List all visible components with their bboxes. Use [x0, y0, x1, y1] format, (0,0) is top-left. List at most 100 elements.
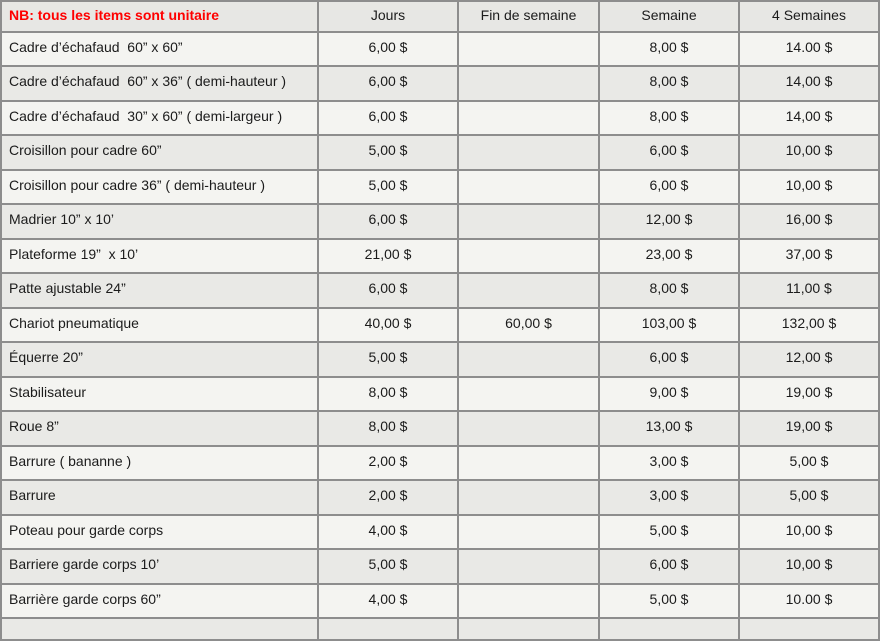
table-row: Cadre d’échafaud 60” x 36” ( demi-hauteu…	[0, 65, 880, 102]
jours-price-cell: 2,00 $	[317, 444, 459, 482]
jours-price-cell: 8,00 $	[317, 410, 459, 447]
quatre-semaines-price-cell: 37,00 $	[738, 237, 880, 275]
quatre-semaines-price-cell: 10,00 $	[738, 134, 880, 171]
jours-price-cell: 40,00 $	[317, 306, 459, 344]
semaine-price-cell: 6,00 $	[598, 341, 740, 378]
item-name-cell: Barrure ( bananne )	[0, 444, 319, 482]
table-row: Barrure 2,00 $ 3,00 $5,00 $	[0, 479, 880, 516]
table-row: Madrier 10” x 10’ 6,00 $ 12,00 $16,00 $	[0, 203, 880, 240]
table-row: Patte ajustable 24” 6,00 $ 8,00 $11,00 $	[0, 272, 880, 309]
jours-price-cell: 4,00 $	[317, 582, 459, 619]
fin-de-semaine-price-cell	[457, 65, 600, 102]
fin-de-semaine-price-cell	[457, 99, 600, 137]
item-name-cell: Poteau pour garde corps	[0, 513, 319, 551]
jours-price-cell: 5,00 $	[317, 341, 459, 378]
quatre-semaines-price-cell: 14.00 $	[738, 30, 880, 68]
jours-price-cell: 6,00 $	[317, 203, 459, 240]
column-header-fin-de-semaine: Fin de semaine	[457, 0, 600, 33]
column-header-jours: Jours	[317, 0, 459, 33]
jours-price-cell: 6,00 $	[317, 65, 459, 102]
item-name-cell: Barriere garde corps 10’	[0, 548, 319, 585]
semaine-price-cell: 8,00 $	[598, 30, 740, 68]
fin-de-semaine-price-cell	[457, 444, 600, 482]
semaine-price-cell: 8,00 $	[598, 272, 740, 309]
jours-price-cell: 8,00 $	[317, 375, 459, 413]
fin-de-semaine-price-cell	[457, 513, 600, 551]
fin-de-semaine-price-cell	[457, 617, 600, 641]
quatre-semaines-price-cell: 5,00 $	[738, 444, 880, 482]
quatre-semaines-price-cell: 10.00 $	[738, 582, 880, 619]
semaine-price-cell: 23,00 $	[598, 237, 740, 275]
item-name-cell: Madrier 10” x 10’	[0, 203, 319, 240]
item-name-cell: Patte ajustable 24”	[0, 272, 319, 309]
jours-price-cell: 21,00 $	[317, 237, 459, 275]
table-row: Roue 8” 8,00 $ 13,00 $19,00 $	[0, 410, 880, 447]
quatre-semaines-price-cell: 132,00 $	[738, 306, 880, 344]
table-note: NB: tous les items sont unitaire	[0, 0, 319, 33]
fin-de-semaine-price-cell: 60,00 $	[457, 306, 600, 344]
semaine-price-cell	[598, 617, 740, 641]
quatre-semaines-price-cell: 5,00 $	[738, 479, 880, 516]
fin-de-semaine-price-cell	[457, 375, 600, 413]
semaine-price-cell: 8,00 $	[598, 99, 740, 137]
item-name-cell: Cadre d’échafaud 60” x 36” ( demi-hauteu…	[0, 65, 319, 102]
item-name-cell: Roue 8”	[0, 410, 319, 447]
quatre-semaines-price-cell: 10,00 $	[738, 548, 880, 585]
fin-de-semaine-price-cell	[457, 272, 600, 309]
table-row	[0, 617, 880, 641]
fin-de-semaine-price-cell	[457, 479, 600, 516]
semaine-price-cell: 13,00 $	[598, 410, 740, 447]
jours-price-cell: 6,00 $	[317, 272, 459, 309]
fin-de-semaine-price-cell	[457, 548, 600, 585]
table-row: Cadre d’échafaud 60” x 60” 6,00 $ 8,00 $14…	[0, 30, 880, 68]
jours-price-cell: 5,00 $	[317, 168, 459, 206]
item-name-cell: Croisillon pour cadre 60”	[0, 134, 319, 171]
column-header-4-semaines: 4 Semaines	[738, 0, 880, 33]
table-row: Cadre d’échafaud 30” x 60” ( demi-largeu…	[0, 99, 880, 137]
semaine-price-cell: 6,00 $	[598, 168, 740, 206]
semaine-price-cell: 5,00 $	[598, 513, 740, 551]
item-name-cell: Croisillon pour cadre 36” ( demi-hauteur…	[0, 168, 319, 206]
jours-price-cell: 6,00 $	[317, 30, 459, 68]
semaine-price-cell: 3,00 $	[598, 479, 740, 516]
column-header-semaine: Semaine	[598, 0, 740, 33]
quatre-semaines-price-cell: 12,00 $	[738, 341, 880, 378]
semaine-price-cell: 5,00 $	[598, 582, 740, 619]
table-row: Barrure ( bananne ) 2,00 $ 3,00 $5,00 $	[0, 444, 880, 482]
semaine-price-cell: 8,00 $	[598, 65, 740, 102]
semaine-price-cell: 12,00 $	[598, 203, 740, 240]
quatre-semaines-price-cell: 16,00 $	[738, 203, 880, 240]
quatre-semaines-price-cell: 10,00 $	[738, 513, 880, 551]
semaine-price-cell: 6,00 $	[598, 548, 740, 585]
jours-price-cell: 2,00 $	[317, 479, 459, 516]
fin-de-semaine-price-cell	[457, 341, 600, 378]
item-name-cell: Stabilisateur	[0, 375, 319, 413]
fin-de-semaine-price-cell	[457, 168, 600, 206]
quatre-semaines-price-cell: 11,00 $	[738, 272, 880, 309]
table-row: Chariot pneumatique 40,00 $60,00 $103,00 …	[0, 306, 880, 344]
item-name-cell: Plateforme 19” x 10’	[0, 237, 319, 275]
fin-de-semaine-price-cell	[457, 582, 600, 619]
quatre-semaines-price-cell: 19,00 $	[738, 375, 880, 413]
table-body: Cadre d’échafaud 60” x 60” 6,00 $8,00 $14…	[0, 30, 880, 641]
semaine-price-cell: 6,00 $	[598, 134, 740, 171]
item-name-cell	[0, 617, 319, 641]
semaine-price-cell: 9,00 $	[598, 375, 740, 413]
table-row: Croisillon pour cadre 60” 5,00 $ 6,00 $10,…	[0, 134, 880, 171]
fin-de-semaine-price-cell	[457, 30, 600, 68]
item-name-cell: Barrure	[0, 479, 319, 516]
quatre-semaines-price-cell: 14,00 $	[738, 65, 880, 102]
fin-de-semaine-price-cell	[457, 237, 600, 275]
jours-price-cell: 4,00 $	[317, 513, 459, 551]
quatre-semaines-price-cell: 14,00 $	[738, 99, 880, 137]
jours-price-cell	[317, 617, 459, 641]
item-name-cell: Chariot pneumatique	[0, 306, 319, 344]
item-name-cell: Équerre 20”	[0, 341, 319, 378]
table-row: Croisillon pour cadre 36” ( demi-hauteur…	[0, 168, 880, 206]
semaine-price-cell: 103,00 $	[598, 306, 740, 344]
fin-de-semaine-price-cell	[457, 410, 600, 447]
jours-price-cell: 5,00 $	[317, 548, 459, 585]
item-name-cell: Cadre d’échafaud 60” x 60”	[0, 30, 319, 68]
semaine-price-cell: 3,00 $	[598, 444, 740, 482]
